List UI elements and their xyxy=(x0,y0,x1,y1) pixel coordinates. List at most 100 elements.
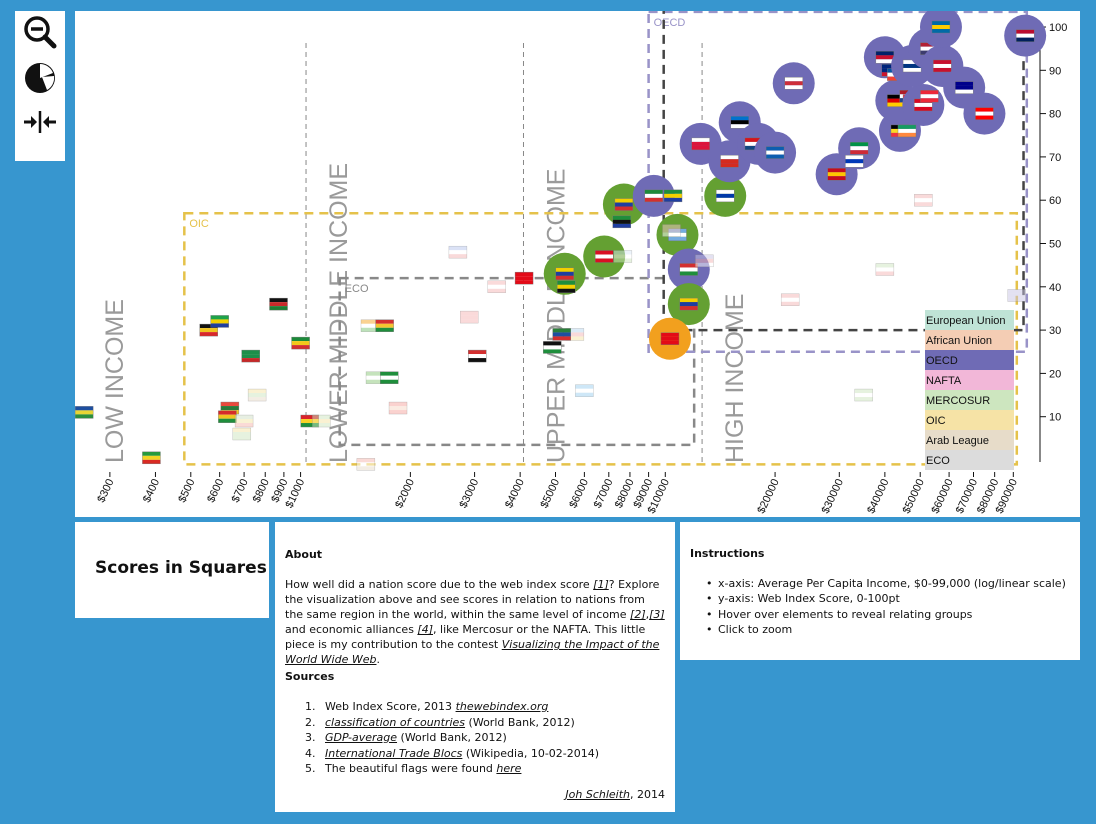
flag-stripe xyxy=(975,111,994,116)
group-box xyxy=(338,276,696,447)
flag-stripe xyxy=(662,228,681,233)
flag-stripe xyxy=(555,267,574,272)
ref-link-1[interactable]: [1] xyxy=(593,578,609,591)
legend-label: OIC xyxy=(926,415,946,427)
flag-border xyxy=(765,146,785,159)
ref-link-2[interactable]: [2] xyxy=(630,608,646,621)
flag-stripe xyxy=(220,402,239,407)
scatter-chart[interactable]: LOW INCOME LOWER MIDDLE INCOME UPPER MIDDL… xyxy=(75,11,1080,517)
y-tick-label: 70 xyxy=(1049,152,1061,164)
flag-stripe xyxy=(291,345,310,350)
country-point xyxy=(388,401,408,415)
flag-stripe xyxy=(575,388,594,393)
x-tick-label: $40000 xyxy=(865,477,891,515)
flag-stripe xyxy=(312,423,331,428)
flag-stripe xyxy=(914,198,933,203)
flag-stripe xyxy=(515,276,534,281)
source-link[interactable]: thewebindex.org xyxy=(455,700,549,713)
source-link[interactable]: International Trade Blocs xyxy=(325,746,463,760)
author-link[interactable]: Joh Schleith xyxy=(565,788,630,801)
legend-item[interactable]: MERCOSUR xyxy=(925,390,1014,410)
flag-border xyxy=(75,406,94,419)
flag-stripe xyxy=(881,64,900,69)
flag-stripe xyxy=(955,85,974,90)
legend-item[interactable]: European Union xyxy=(925,310,1014,330)
source-text: (World Bank, 2012) xyxy=(397,731,507,744)
flag-stripe xyxy=(850,146,869,151)
legend-item[interactable]: OECD xyxy=(925,350,1014,370)
country-point xyxy=(754,131,797,174)
pie-chart-icon[interactable] xyxy=(21,59,59,97)
legend-swatch xyxy=(925,370,1014,390)
group-box-label: ECO xyxy=(345,283,369,295)
source-number: 4. xyxy=(305,746,316,760)
source-link[interactable]: GDP-average xyxy=(325,731,398,744)
collapse-icon[interactable] xyxy=(21,103,59,141)
flag-stripe xyxy=(933,67,952,72)
ref-link-3[interactable]: [3] xyxy=(649,608,665,621)
flag-border xyxy=(575,384,594,397)
legend-item[interactable]: OIC xyxy=(925,410,1014,430)
flag-stripe xyxy=(557,288,576,293)
flag-stripe xyxy=(366,375,385,380)
flag-stripe xyxy=(875,263,894,268)
flag-stripe xyxy=(766,150,785,155)
legend-item[interactable]: African Union xyxy=(925,330,1014,350)
chart-svg[interactable]: LOW INCOME LOWER MIDDLE INCOME UPPER MIDDL… xyxy=(75,11,1080,517)
flag-stripe xyxy=(664,193,683,198)
flag-stripe xyxy=(241,354,260,359)
flag-stripe xyxy=(235,419,254,424)
zoom-out-icon[interactable] xyxy=(21,13,59,51)
flag-border xyxy=(552,328,571,341)
flag-border xyxy=(312,414,331,428)
source-link[interactable]: here xyxy=(496,762,522,775)
flag-stripe xyxy=(142,451,161,456)
flag-stripe xyxy=(595,258,614,263)
flag-stripe xyxy=(232,432,251,437)
country-point xyxy=(232,427,252,441)
flag-border xyxy=(662,224,681,237)
flag-stripe xyxy=(460,319,479,324)
flag-stripe xyxy=(679,271,698,276)
contest-link[interactable]: Visualizing the Impact of the World Wide… xyxy=(285,638,660,666)
legend-swatch xyxy=(925,390,1014,410)
flag-stripe xyxy=(199,328,218,333)
country-point xyxy=(448,245,468,259)
source-item: 2. classification of countries (World Ban… xyxy=(305,715,665,731)
country-point xyxy=(210,315,229,328)
flag-stripe xyxy=(781,301,800,306)
source-link[interactable]: classification of countries xyxy=(325,715,466,729)
legend-label: European Union xyxy=(926,315,1006,327)
country-point xyxy=(552,328,571,341)
country-point xyxy=(632,174,675,217)
flag-stripe xyxy=(933,63,952,68)
flag-border xyxy=(595,250,614,263)
country-point xyxy=(291,336,310,350)
flag-border xyxy=(514,271,534,285)
flag-stripe xyxy=(644,189,663,194)
flag-stripe xyxy=(920,94,939,99)
legend-item[interactable]: ECO xyxy=(925,450,1014,470)
flag-stripe xyxy=(720,155,739,160)
flag-border xyxy=(460,310,479,324)
ref-link-4[interactable]: [4] xyxy=(417,623,434,636)
about-sep: , xyxy=(645,608,650,621)
instructions-list: x-axis: Average Per Capita Income, $0-99… xyxy=(706,577,1066,638)
legend-item[interactable]: Arab League xyxy=(925,430,1014,450)
x-tick-label: $3000 xyxy=(458,477,482,510)
legend-label: OECD xyxy=(926,355,958,367)
flag-border xyxy=(613,250,633,263)
flag-stripe xyxy=(662,232,681,237)
legend-swatch xyxy=(925,450,1014,470)
source-item: 4. International Trade Blocs (Wikipedia, … xyxy=(305,746,665,762)
x-tick-label: $800 xyxy=(251,477,272,504)
group-box xyxy=(183,211,1019,466)
flag-border xyxy=(716,189,735,203)
flag-stripe xyxy=(784,77,803,82)
country-point xyxy=(269,297,288,311)
flag-stripe xyxy=(356,462,375,467)
sources-list: 1. Web Index Score, 2013 thewebindex.org … xyxy=(305,699,665,777)
source-item: 3. GDP-average (World Bank, 2012) xyxy=(305,730,665,746)
legend-item[interactable]: NAFTA xyxy=(925,370,1014,390)
page-title: Scores in Squares xyxy=(95,558,267,578)
